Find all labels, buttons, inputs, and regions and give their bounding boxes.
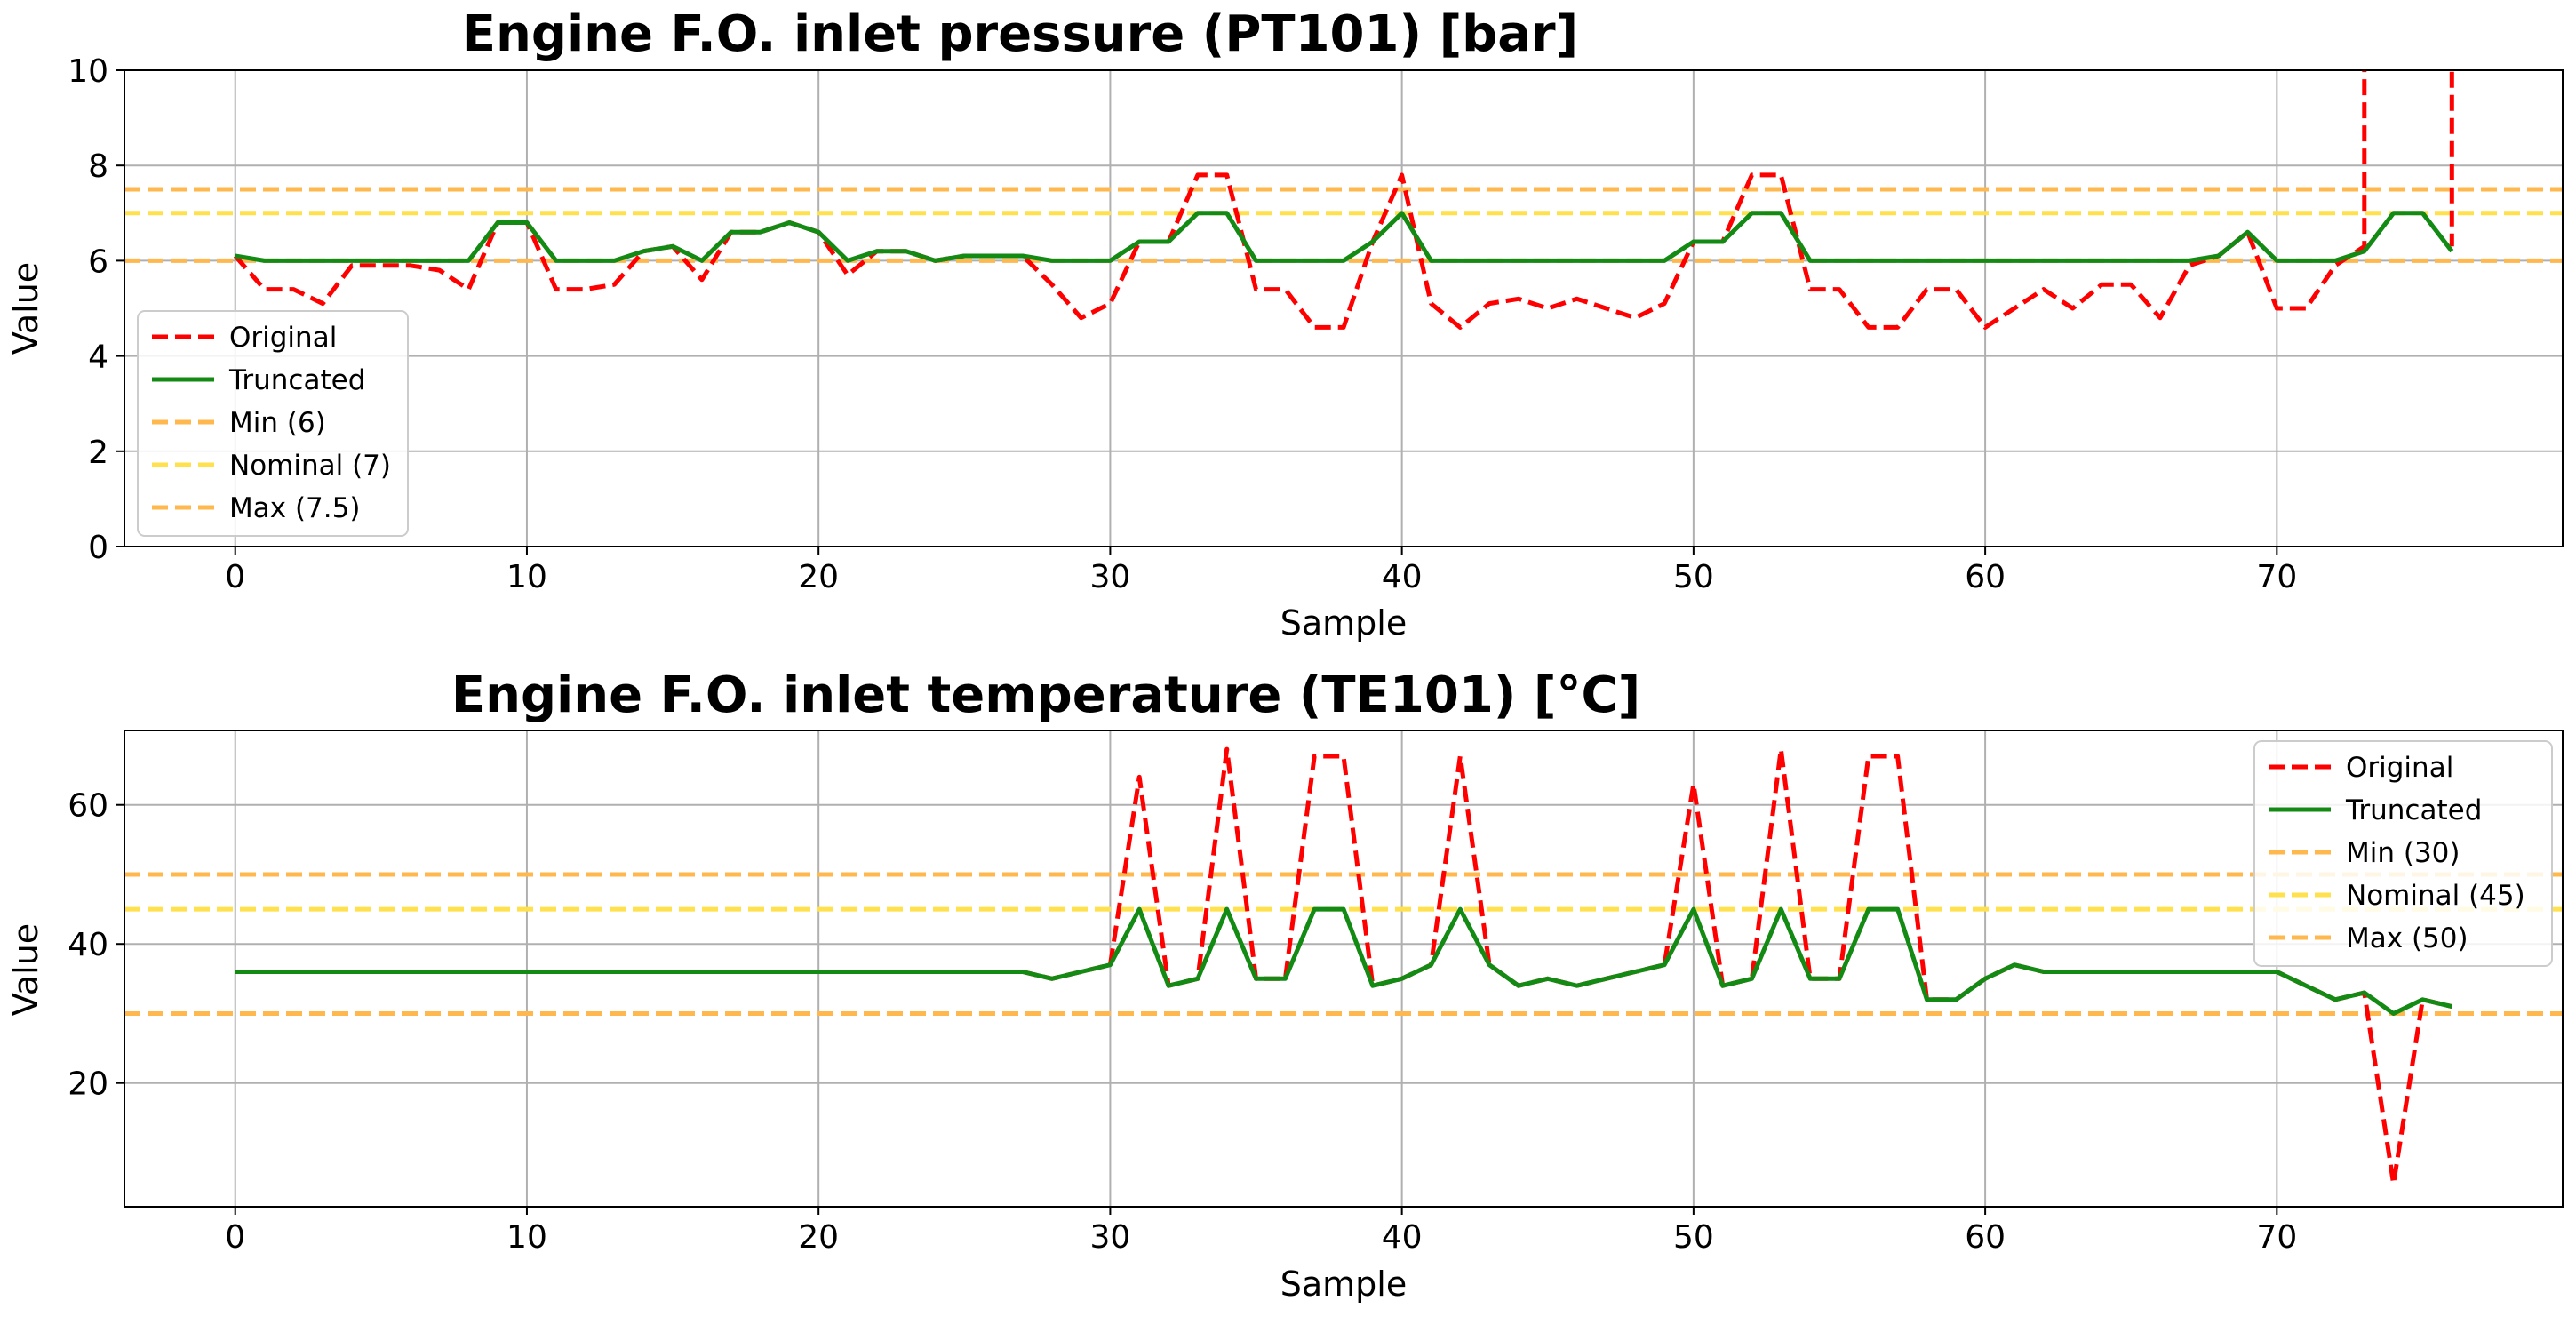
legend-label: Truncated <box>228 364 365 396</box>
series-line <box>235 906 2452 1016</box>
x-tick-label: 70 <box>2256 559 2297 595</box>
x-ticks: 0 10 20 30 40 50 60 70 <box>225 547 2297 595</box>
y-tick-label: 20 <box>68 1066 108 1103</box>
y-axis-label: Value <box>6 262 45 355</box>
x-tick-label: 40 <box>1382 559 1423 595</box>
x-axis-label: Sample <box>1280 603 1407 643</box>
y-tick-label: 4 <box>88 339 108 376</box>
legend-label: Max (7.5) <box>229 492 360 524</box>
x-tick-label: 70 <box>2256 1219 2297 1256</box>
x-tick-label: 10 <box>506 1219 547 1256</box>
y-ticks: 20 40 60 <box>68 788 124 1103</box>
legend-label: Min (6) <box>229 407 326 439</box>
x-tick-label: 30 <box>1090 1219 1131 1256</box>
series-line <box>235 746 2452 1186</box>
y-tick-label: 8 <box>88 148 108 185</box>
x-tick-label: 20 <box>798 559 839 595</box>
legend-box <box>2253 740 2553 967</box>
y-tick-label: 6 <box>88 243 108 280</box>
legend-label: Min (30) <box>2346 837 2460 869</box>
series-lines <box>233 70 2454 330</box>
legend-label: Truncated <box>2345 794 2482 826</box>
grid-lines <box>124 730 2563 1207</box>
x-tick-label: 60 <box>1965 559 2006 595</box>
x-tick-label: 0 <box>225 559 245 595</box>
temperature-chart: Engine F.O. inlet temperature (TE101) [°… <box>6 666 2564 1304</box>
x-tick-label: 50 <box>1673 1219 1714 1256</box>
x-tick-label: 0 <box>225 1219 245 1256</box>
legend-box <box>137 310 409 537</box>
y-tick-label: 2 <box>88 435 108 471</box>
y-tick-label: 0 <box>88 530 108 566</box>
reference-lines <box>124 872 2563 1016</box>
x-tick-label: 50 <box>1673 559 1714 595</box>
legend-label: Nominal (7) <box>229 450 391 482</box>
legend-label: Nominal (45) <box>2346 880 2525 912</box>
legend-label: Original <box>2346 752 2453 784</box>
x-tick-label: 20 <box>798 1219 839 1256</box>
legend-label: Max (50) <box>2346 922 2468 954</box>
x-ticks: 0 10 20 30 40 50 60 70 <box>225 1207 2297 1256</box>
series-line <box>233 70 2454 330</box>
x-tick-label: 60 <box>1965 1219 2006 1256</box>
y-tick-label: 10 <box>68 53 108 90</box>
legend: Original Truncated Min (30) Nominal (45) Max… <box>2253 740 2553 967</box>
y-tick-label: 60 <box>68 788 108 825</box>
series-lines <box>235 746 2452 1186</box>
x-tick-label: 10 <box>506 559 547 595</box>
plot-frame <box>124 730 2564 1208</box>
series-line <box>235 211 2454 263</box>
reference-lines <box>124 187 2563 263</box>
chart-title: Engine F.O. inlet pressure (PT101) [bar] <box>462 5 1579 63</box>
x-axis-label: Sample <box>1280 1265 1407 1304</box>
grid-lines <box>124 69 2563 547</box>
y-ticks: 0 2 4 6 8 10 <box>68 53 124 566</box>
chart-title: Engine F.O. inlet temperature (TE101) [°… <box>451 666 1640 724</box>
y-axis-label: Value <box>6 923 45 1016</box>
pressure-chart: Engine F.O. inlet pressure (PT101) [bar]… <box>6 5 2564 643</box>
legend-label: Original <box>229 322 337 354</box>
plot-frame <box>124 69 2564 547</box>
x-tick-label: 40 <box>1382 1219 1423 1256</box>
x-tick-label: 30 <box>1090 559 1131 595</box>
legend: Original Truncated Min (6) Nominal (7) Max (… <box>137 310 409 537</box>
y-tick-label: 40 <box>68 927 108 963</box>
